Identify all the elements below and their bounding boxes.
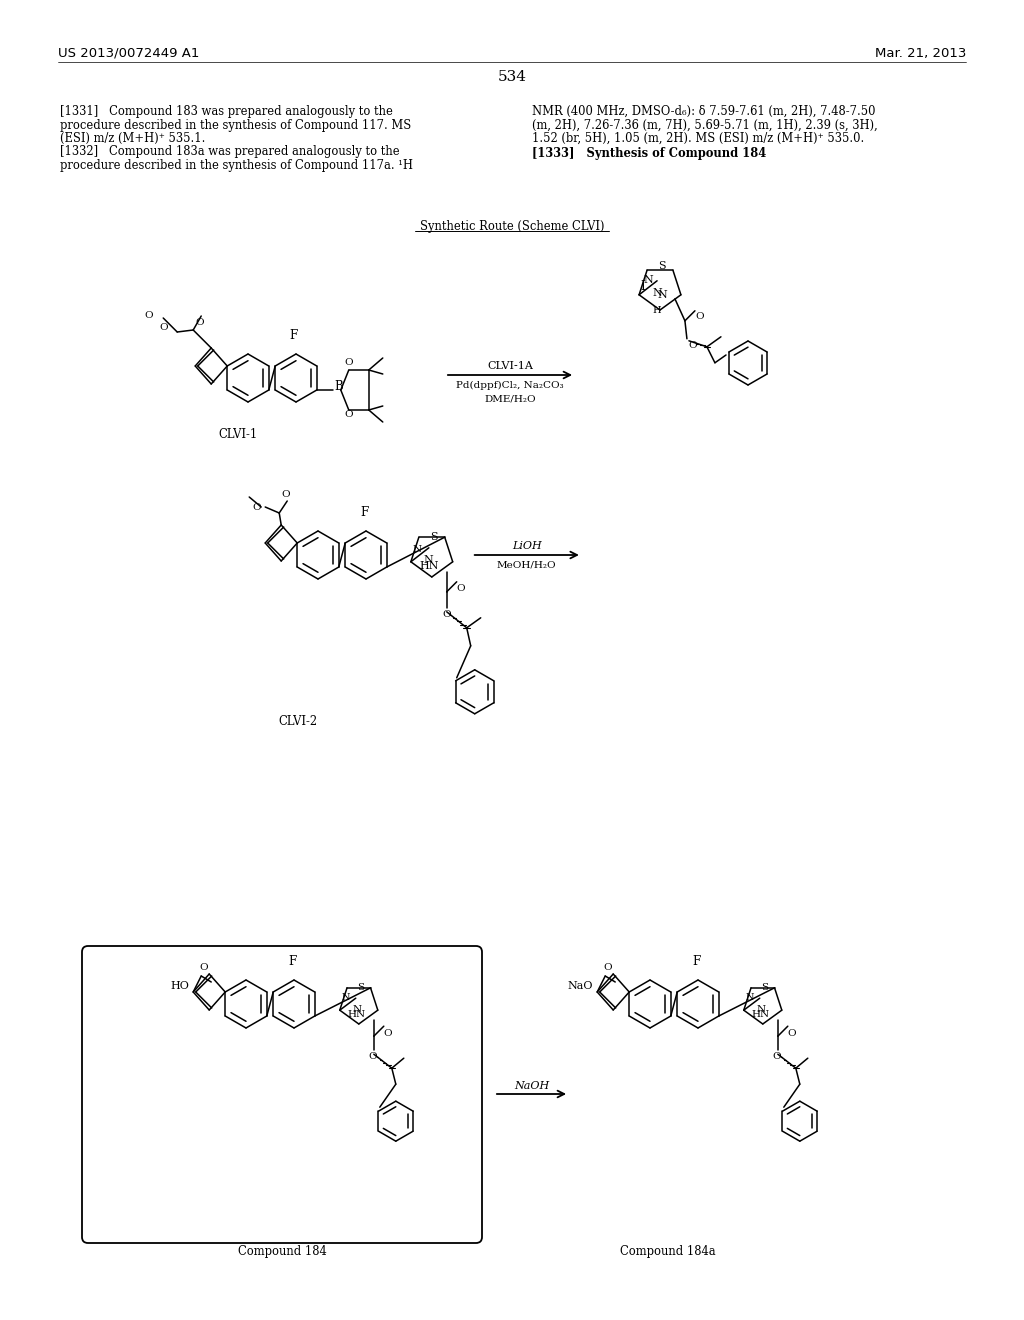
Text: Synthetic Route (Scheme CLVI): Synthetic Route (Scheme CLVI) — [420, 220, 604, 234]
Text: (m, 2H), 7.26-7.36 (m, 7H), 5.69-5.71 (m, 1H), 2.39 (s, 3H),: (m, 2H), 7.26-7.36 (m, 7H), 5.69-5.71 (m… — [532, 119, 878, 132]
Text: O: O — [457, 585, 465, 593]
Text: N: N — [342, 993, 350, 1002]
Text: N: N — [643, 275, 653, 285]
Text: N: N — [652, 288, 662, 298]
Text: O: O — [253, 503, 261, 511]
Text: Compound 184: Compound 184 — [238, 1245, 327, 1258]
Text: procedure described in the synthesis of Compound 117a. ¹H: procedure described in the synthesis of … — [60, 158, 413, 172]
Text: 1.52 (br, 5H), 1.05 (m, 2H). MS (ESI) m/z (M+H)⁺ 535.0.: 1.52 (br, 5H), 1.05 (m, 2H). MS (ESI) m/… — [532, 132, 864, 145]
Text: HN: HN — [419, 561, 438, 570]
Text: HO: HO — [170, 981, 189, 991]
Text: O: O — [384, 1028, 392, 1038]
Text: S: S — [430, 532, 437, 543]
Text: O: O — [695, 313, 703, 321]
Text: Mar. 21, 2013: Mar. 21, 2013 — [874, 48, 966, 59]
Text: F: F — [359, 506, 368, 519]
Text: F: F — [289, 329, 297, 342]
Text: CLVI-1: CLVI-1 — [218, 428, 258, 441]
Text: O: O — [344, 358, 353, 367]
Text: N: N — [756, 1005, 765, 1014]
Text: procedure described in the synthesis of Compound 117. MS: procedure described in the synthesis of … — [60, 119, 412, 132]
Text: Pd(dppf)Cl₂, Na₂CO₃: Pd(dppf)Cl₂, Na₂CO₃ — [456, 381, 564, 391]
Text: Compound 184a: Compound 184a — [621, 1245, 716, 1258]
Text: N: N — [413, 545, 422, 554]
Text: O: O — [688, 341, 696, 350]
Text: F: F — [692, 954, 700, 968]
Text: US 2013/0072449 A1: US 2013/0072449 A1 — [58, 48, 200, 59]
Text: HN: HN — [348, 1010, 366, 1019]
Text: O: O — [196, 318, 204, 327]
Text: [1333]   Synthesis of Compound 184: [1333] Synthesis of Compound 184 — [532, 147, 766, 160]
Text: 534: 534 — [498, 70, 526, 84]
Text: H: H — [652, 306, 660, 314]
Text: I: I — [641, 280, 645, 293]
Text: NaOH: NaOH — [514, 1081, 549, 1092]
Text: CLVI-1A: CLVI-1A — [487, 360, 532, 371]
Text: (ESI) m/z (M+H)⁺ 535.1.: (ESI) m/z (M+H)⁺ 535.1. — [60, 132, 206, 145]
Text: DME/H₂O: DME/H₂O — [484, 393, 536, 403]
Text: S: S — [658, 261, 666, 271]
Text: O: O — [144, 312, 154, 321]
Text: O: O — [369, 1052, 377, 1061]
Text: [1331]   Compound 183 was prepared analogously to the: [1331] Compound 183 was prepared analogo… — [60, 106, 393, 117]
Text: O: O — [282, 490, 290, 499]
Text: LiOH: LiOH — [512, 541, 542, 550]
Text: N: N — [424, 554, 433, 565]
Text: O: O — [199, 964, 208, 972]
Text: NMR (400 MHz, DMSO-d₆): δ 7.59-7.61 (m, 2H), 7.48-7.50: NMR (400 MHz, DMSO-d₆): δ 7.59-7.61 (m, … — [532, 106, 876, 117]
Text: NaO: NaO — [567, 981, 593, 991]
Text: O: O — [442, 610, 451, 619]
Text: N: N — [352, 1005, 361, 1014]
Text: O: O — [772, 1052, 781, 1061]
Text: B: B — [335, 380, 343, 393]
Text: [1332]   Compound 183a was prepared analogously to the: [1332] Compound 183a was prepared analog… — [60, 145, 399, 158]
Text: O: O — [787, 1028, 797, 1038]
Text: HN: HN — [752, 1010, 770, 1019]
Text: MeOH/H₂O: MeOH/H₂O — [497, 561, 557, 570]
Text: O: O — [344, 411, 353, 418]
Text: S: S — [762, 983, 769, 993]
Text: N: N — [745, 993, 755, 1002]
Text: F: F — [288, 954, 296, 968]
Text: S: S — [357, 983, 365, 993]
Text: N: N — [657, 290, 667, 300]
Text: O: O — [603, 964, 611, 972]
Text: O: O — [160, 322, 168, 331]
Text: CLVI-2: CLVI-2 — [279, 715, 317, 729]
FancyBboxPatch shape — [82, 946, 482, 1243]
